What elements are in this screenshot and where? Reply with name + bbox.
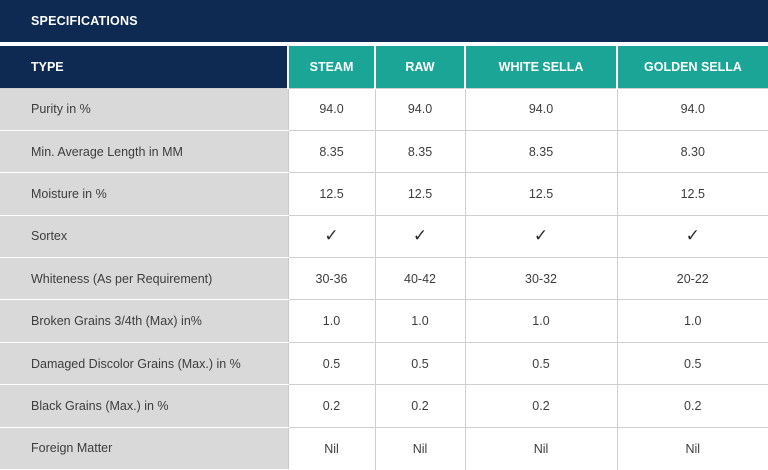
table-cell: Nil bbox=[465, 427, 618, 470]
check-icon: ✓ bbox=[412, 226, 428, 247]
table-header-row: TYPE STEAM RAW WHITE SELLA GOLDEN SELLA bbox=[0, 46, 768, 88]
table-cell: 12.5 bbox=[375, 172, 466, 216]
table-row: Moisture in % 12.5 12.5 12.5 12.5 bbox=[0, 172, 768, 216]
table-cell: 1.0 bbox=[617, 299, 768, 343]
table-row: Whiteness (As per Requirement) 30-36 40-… bbox=[0, 257, 768, 301]
table-cell: ✓ bbox=[288, 215, 376, 259]
table-cell: 0.2 bbox=[465, 384, 618, 428]
row-label: Sortex bbox=[0, 215, 289, 259]
table-cell: ✓ bbox=[465, 215, 618, 259]
column-header-steam: STEAM bbox=[288, 46, 376, 88]
table-cell: 30-32 bbox=[465, 257, 618, 301]
table-cell: 8.35 bbox=[375, 130, 466, 174]
table-cell: 94.0 bbox=[465, 87, 618, 131]
page-title: SPECIFICATIONS bbox=[0, 0, 768, 42]
table-row: Black Grains (Max.) in % 0.2 0.2 0.2 0.2 bbox=[0, 384, 768, 428]
check-icon: ✓ bbox=[324, 226, 339, 247]
table-cell: 1.0 bbox=[288, 299, 376, 343]
row-label: Foreign Matter bbox=[0, 427, 289, 470]
table-row: Foreign Matter Nil Nil Nil Nil bbox=[0, 427, 768, 470]
table-cell: Nil bbox=[288, 427, 376, 470]
specifications-table: TYPE STEAM RAW WHITE SELLA GOLDEN SELLA … bbox=[0, 46, 768, 470]
table-cell: 0.2 bbox=[617, 384, 768, 428]
check-icon: ✓ bbox=[533, 226, 549, 247]
table-cell: ✓ bbox=[617, 215, 768, 259]
table-cell: 8.30 bbox=[617, 130, 768, 174]
table-cell: 94.0 bbox=[288, 87, 376, 131]
table-cell: 0.5 bbox=[465, 342, 618, 386]
column-header-golden-sella: GOLDEN SELLA bbox=[617, 46, 768, 88]
column-header-raw: RAW bbox=[375, 46, 466, 88]
table-cell: 94.0 bbox=[617, 87, 768, 131]
table-row: Broken Grains 3/4th (Max) in% 1.0 1.0 1.… bbox=[0, 299, 768, 343]
table-cell: 12.5 bbox=[288, 172, 376, 216]
table-cell: 40-42 bbox=[375, 257, 466, 301]
table-cell: ✓ bbox=[375, 215, 466, 259]
column-header-type: TYPE bbox=[0, 46, 289, 88]
table-cell: 0.5 bbox=[617, 342, 768, 386]
table-cell: Nil bbox=[375, 427, 466, 470]
table-cell: 0.5 bbox=[375, 342, 466, 386]
table-row: Sortex ✓ ✓ ✓ ✓ bbox=[0, 215, 768, 259]
table-cell: 20-22 bbox=[617, 257, 768, 301]
table-cell: 1.0 bbox=[375, 299, 466, 343]
table-cell: 0.5 bbox=[288, 342, 376, 386]
table-cell: 12.5 bbox=[617, 172, 768, 216]
table-cell: 0.2 bbox=[375, 384, 466, 428]
check-icon: ✓ bbox=[685, 226, 700, 247]
table-cell: 8.35 bbox=[465, 130, 618, 174]
row-label: Moisture in % bbox=[0, 172, 289, 216]
table-cell: Nil bbox=[617, 427, 768, 470]
column-header-white-sella: WHITE SELLA bbox=[465, 46, 618, 88]
table-row: Purity in % 94.0 94.0 94.0 94.0 bbox=[0, 87, 768, 131]
table-row: Damaged Discolor Grains (Max.) in % 0.5 … bbox=[0, 342, 768, 386]
table-row: Min. Average Length in MM 8.35 8.35 8.35… bbox=[0, 130, 768, 174]
row-label: Whiteness (As per Requirement) bbox=[0, 257, 289, 301]
row-label: Black Grains (Max.) in % bbox=[0, 384, 289, 428]
table-cell: 94.0 bbox=[375, 87, 466, 131]
divider bbox=[0, 42, 768, 46]
table-cell: 12.5 bbox=[465, 172, 618, 216]
table-cell: 0.2 bbox=[288, 384, 376, 428]
row-label: Purity in % bbox=[0, 87, 289, 131]
row-label: Min. Average Length in MM bbox=[0, 130, 289, 174]
row-label: Damaged Discolor Grains (Max.) in % bbox=[0, 342, 289, 386]
table-cell: 30-36 bbox=[288, 257, 376, 301]
row-label: Broken Grains 3/4th (Max) in% bbox=[0, 299, 289, 343]
table-cell: 8.35 bbox=[288, 130, 376, 174]
table-cell: 1.0 bbox=[465, 299, 618, 343]
